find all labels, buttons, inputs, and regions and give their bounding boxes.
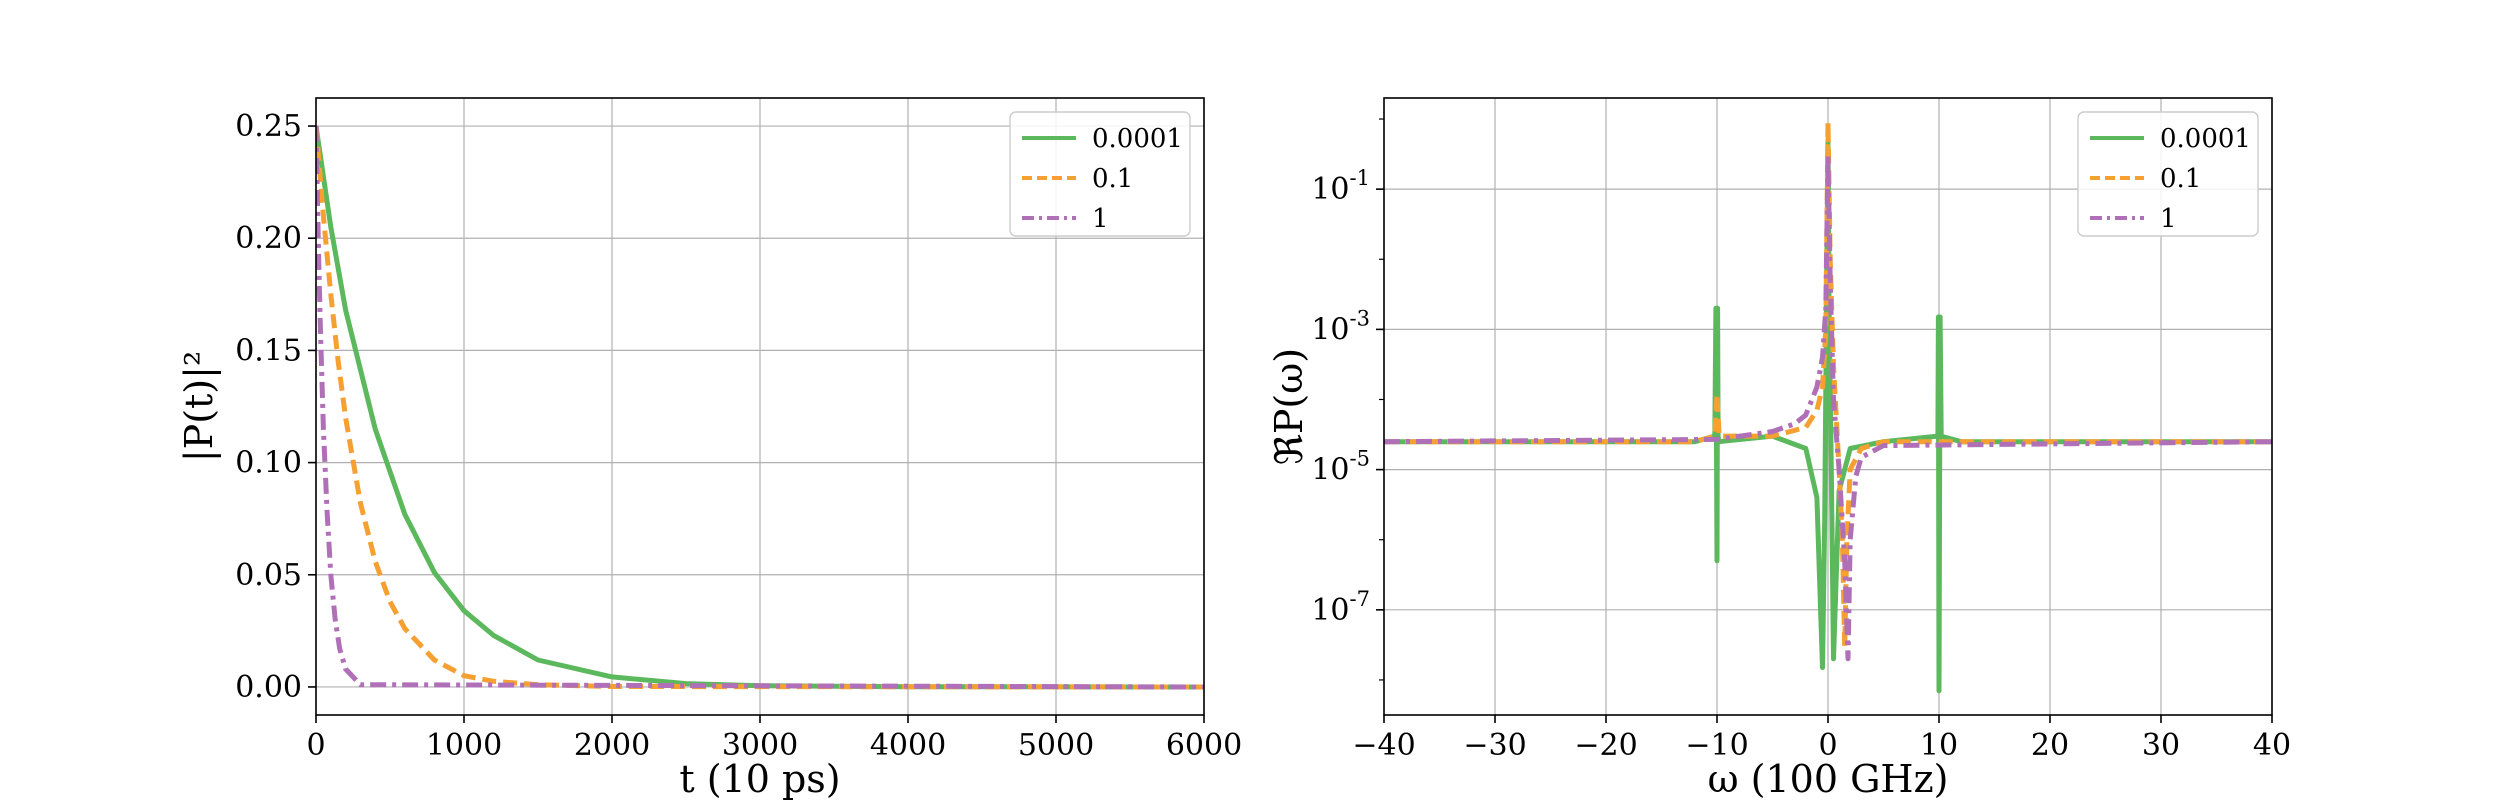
left-plot-panel: 0 1000 2000 3000 4000 5000 6000 0.00 0.05 0.10 0.1… [177, 97, 1242, 800]
series-group [316, 125, 1204, 690]
x-tick-label: 40 [2253, 728, 2291, 763]
x-tick-label: −10 [1685, 728, 1748, 763]
x-tick-label: 3000 [722, 728, 798, 763]
y-tick-label: 10-3 [1311, 306, 1370, 347]
series-group [1384, 119, 2272, 694]
y-tick-label: 0.15 [235, 333, 302, 368]
axes-frame [1383, 97, 2273, 716]
y-axis-label: |P(t)|² [177, 351, 221, 462]
series-line-0.1 [316, 125, 1204, 690]
legend: 0.0001 0.1 1 [1009, 111, 1191, 237]
y-tick-label: 10-5 [1311, 447, 1370, 488]
legend-label: 0.0001 [2160, 124, 2251, 154]
x-tick-label: 1000 [426, 728, 502, 763]
series-line-1 [1384, 153, 2272, 662]
y-tick-label: 0.05 [235, 558, 302, 593]
y-tick-label: 0.20 [235, 221, 302, 256]
y-tick-label: 0.25 [235, 109, 302, 144]
y-tick-label: 10-7 [1311, 587, 1370, 628]
x-tick-label: 30 [2142, 728, 2180, 763]
x-axis-label: ω (100 GHz) [1708, 757, 1949, 800]
y-tick-label: 0.10 [235, 446, 302, 481]
legend-label: 0.1 [1092, 164, 1133, 194]
legend-box [2077, 111, 2259, 237]
x-tick-label: 2000 [574, 728, 650, 763]
x-tick-label: 5000 [1018, 728, 1094, 763]
series-line-1 [316, 125, 1204, 690]
y-axis-label: ℜP(ω) [1267, 348, 1311, 465]
x-tick-label: −20 [1574, 728, 1637, 763]
x-tick-label: −40 [1352, 728, 1415, 763]
x-tick-label: 4000 [870, 728, 946, 763]
x-tick-label: 0 [1818, 728, 1837, 763]
x-tick-label: 6000 [1166, 728, 1242, 763]
legend-box [1009, 111, 1191, 237]
y-tick-label: 10-1 [1311, 166, 1370, 207]
y-tick-label: 0.00 [235, 670, 302, 705]
legend-label: 0.0001 [1092, 124, 1183, 154]
right-plot-panel: −40 −30 −20 −10 0 10 20 30 40 10-1 10-3 10-5 10-7 ω (… [1267, 97, 2291, 800]
legend: 0.0001 0.1 1 [2077, 111, 2259, 237]
x-tick-label: −30 [1463, 728, 1526, 763]
x-tick-label: 20 [2031, 728, 2069, 763]
legend-label: 0.1 [2160, 164, 2201, 194]
series-line-0.1 [1384, 119, 2272, 649]
x-axis-label: t (10 ps) [679, 757, 840, 800]
legend-label: 1 [1092, 204, 1109, 234]
axes-frame [315, 97, 1205, 716]
legend-label: 1 [2160, 204, 2177, 234]
x-tick-label: 10 [1920, 728, 1958, 763]
x-tick-label: 0 [306, 728, 325, 763]
